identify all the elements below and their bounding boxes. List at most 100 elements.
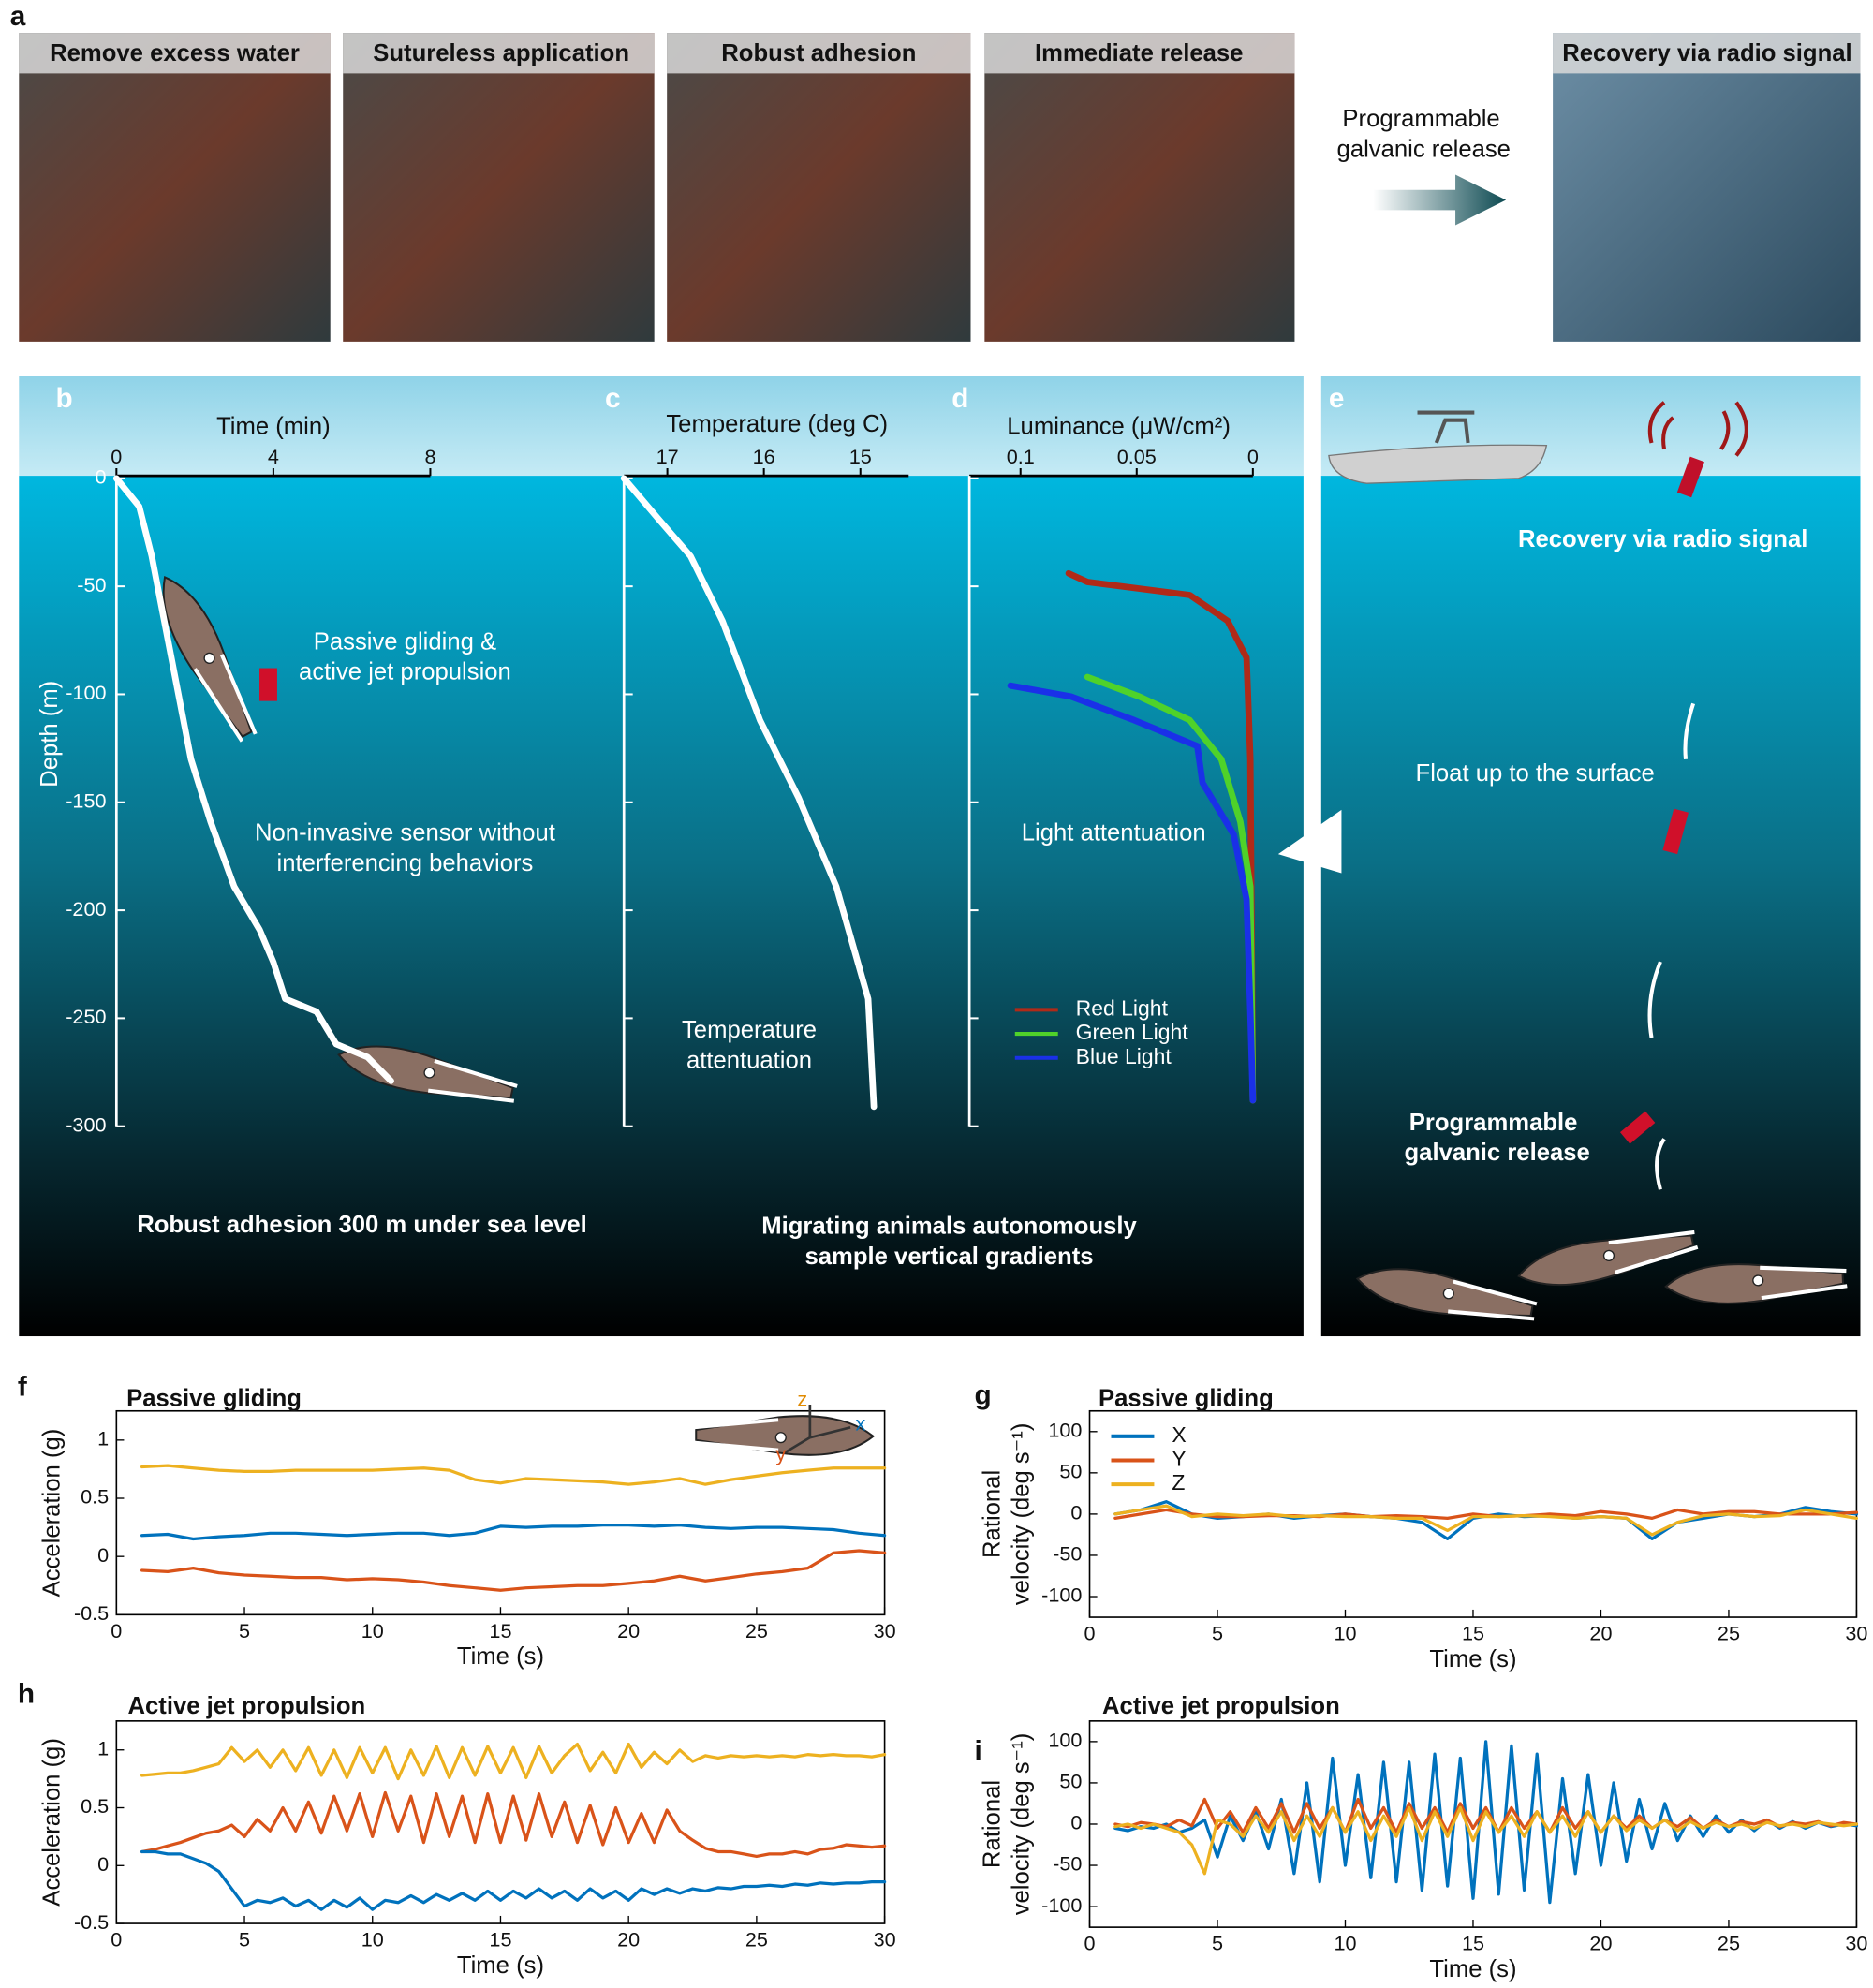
chart-title: Passive gliding (126, 1385, 302, 1411)
chart-title: Active jet propulsion (127, 1693, 365, 1719)
panel-label: e (1329, 383, 1345, 414)
y-tick-label: -50 (77, 573, 106, 596)
legend-label: Blue Light (1076, 1044, 1172, 1068)
annotation: active jet propulsion (299, 659, 511, 685)
data-line (140, 1549, 887, 1592)
panel-label: d (951, 383, 968, 414)
panel-label: c (605, 383, 621, 414)
x-tick-label: 10 (361, 1619, 384, 1642)
photo-caption: Recovery via radio signal (1562, 40, 1851, 66)
photo (984, 33, 1295, 342)
x-axis-label: Time (min) (216, 414, 331, 440)
photo (343, 33, 655, 342)
annotation: sample vertical gradients (805, 1244, 1094, 1270)
x-tick-label: 15 (1462, 1622, 1484, 1645)
x-tick-label: 0 (1084, 1622, 1095, 1645)
plot-frame (115, 1720, 886, 1924)
x-tick-label: 0 (1084, 1932, 1095, 1955)
x-tick-label: 20 (1589, 1622, 1612, 1645)
x-tick-label: 8 (424, 445, 435, 468)
y-tick-label: -250 (66, 1005, 106, 1028)
annotation: galvanic release (1405, 1140, 1590, 1166)
y-axis-label: Rational (980, 1780, 1006, 1868)
legend-label: Z (1172, 1470, 1185, 1495)
x-tick-label: 0.1 (1007, 445, 1035, 468)
panel-label: g (975, 1380, 992, 1411)
x-tick-label: 25 (1718, 1622, 1740, 1645)
annotation: Migrating animals autonomously (761, 1214, 1137, 1240)
x-tick-label: 17 (656, 445, 679, 468)
x-tick-label: 5 (1212, 1622, 1223, 1645)
photo (667, 33, 971, 342)
panel-label: f (18, 1371, 27, 1402)
x-tick-label: 25 (745, 1619, 768, 1642)
data-line (140, 1790, 887, 1859)
arrow (1373, 174, 1507, 226)
legend-label: Y (1172, 1447, 1186, 1471)
annotation: Robust adhesion 300 m under sea level (137, 1212, 587, 1238)
y-axis-label: Depth (m) (37, 681, 63, 788)
photo-caption: Sutureless application (373, 40, 629, 66)
x-axis-label: Time (s) (457, 1643, 544, 1670)
x-tick-label: 10 (361, 1928, 384, 1951)
x-tick-label: 15 (1462, 1932, 1484, 1955)
caption-bar (1553, 33, 1861, 74)
data-line (140, 1524, 887, 1541)
y-tick-label: 0 (95, 465, 106, 489)
x-tick-label: 0 (1247, 445, 1259, 468)
data-line (140, 1742, 887, 1781)
photos: Remove excess water Sutureless applicati… (19, 33, 1861, 342)
y-axis-label: Acceleration (g) (39, 1738, 66, 1907)
x-tick-label: 15 (489, 1619, 511, 1642)
x-tick-label: 16 (753, 445, 775, 468)
x-tick-label: 5 (239, 1619, 250, 1642)
tag (1676, 456, 1704, 498)
data-line (1007, 682, 1257, 1104)
data-line (140, 1849, 887, 1911)
x-axis-label: Time (s) (1429, 1956, 1516, 1982)
x-tick-label: 30 (1845, 1622, 1867, 1645)
y-tick-label: -100 (66, 681, 106, 704)
x-tick-label: 15 (849, 445, 872, 468)
chart-title: Passive gliding (1099, 1385, 1274, 1411)
y-tick-label: -50 (1053, 1542, 1082, 1566)
x-tick-label: 0 (111, 1928, 122, 1951)
y-tick-label: -50 (1053, 1852, 1082, 1876)
illustrations (147, 401, 1848, 1331)
x-axis-label: Luminance (μW/cm²) (1007, 414, 1231, 440)
y-tick-label: 0 (97, 1852, 109, 1876)
caption-bar (667, 33, 971, 74)
data-line (1065, 569, 1257, 1104)
data-line (112, 475, 394, 1084)
y-axis-label: Rational (980, 1470, 1006, 1558)
x-tick-label: 20 (617, 1928, 640, 1951)
x-axis-label: Temperature (deg C) (666, 411, 888, 437)
photo (1553, 33, 1861, 342)
tag (1662, 808, 1689, 855)
photo-caption: Immediate release (1035, 40, 1244, 66)
sky (19, 376, 1304, 478)
photo-caption: Robust adhesion (721, 40, 916, 66)
x-tick-label: 20 (617, 1619, 640, 1642)
y-tick-label: 0 (1070, 1501, 1082, 1524)
y-axis-label: velocity (deg s⁻¹) (1009, 1733, 1035, 1916)
panel-label: a (10, 1, 26, 32)
annotation: Passive gliding & (314, 628, 496, 655)
data-line (1084, 673, 1257, 1104)
x-tick-label: 0.05 (1117, 445, 1157, 468)
y-tick-label: -100 (1041, 1893, 1082, 1917)
annotation: Programmable (1409, 1110, 1578, 1136)
boat-console (1417, 410, 1475, 444)
x-tick-label: 5 (239, 1928, 250, 1951)
x-tick-label: 20 (1589, 1932, 1612, 1955)
annotation: Light attentuation (1022, 819, 1206, 846)
data-line (620, 475, 878, 1111)
y-tick-label: 50 (1059, 1460, 1082, 1483)
y-tick-label: 1 (97, 1427, 109, 1451)
x-axis-label: Time (s) (1429, 1646, 1516, 1672)
annotation: Recovery via radio signal (1518, 526, 1807, 552)
data-line (140, 1464, 887, 1486)
sea (19, 476, 1304, 1337)
sea (1320, 476, 1861, 1337)
